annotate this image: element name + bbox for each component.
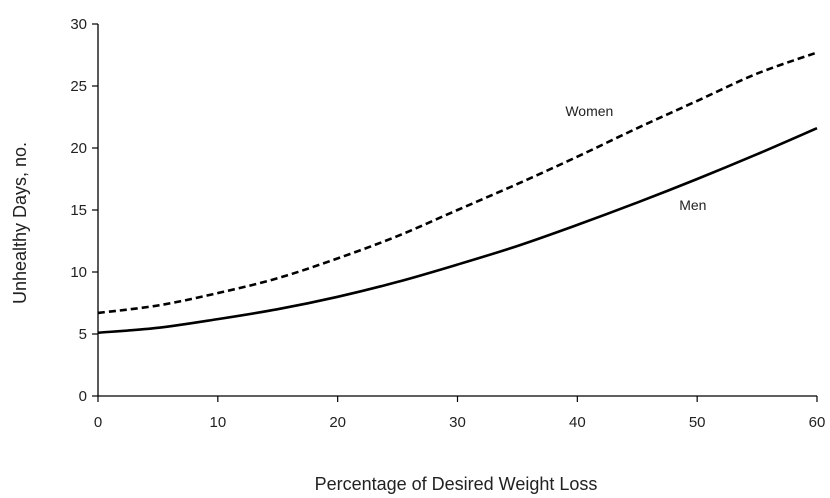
x-tick-label: 0 — [94, 414, 102, 431]
x-tick-label: 20 — [329, 414, 346, 431]
series-label-men: Men — [679, 197, 706, 213]
series-layer — [97, 51, 818, 335]
x-tick-label: 60 — [809, 414, 826, 431]
x-tick-label: 30 — [449, 414, 466, 431]
series-line-women — [97, 51, 818, 315]
y-tick-label: 10 — [70, 264, 87, 281]
series-labels: Women Men — [565, 103, 706, 213]
x-axis: 0 10 20 30 40 50 60 — [94, 395, 826, 431]
y-tick-label: 30 — [70, 16, 87, 33]
x-tick-label: 10 — [209, 414, 226, 431]
series-label-women: Women — [565, 103, 613, 119]
y-tick-label: 25 — [70, 78, 87, 95]
x-tick-label: 50 — [689, 414, 706, 431]
y-axis: 0 5 10 15 20 25 30 — [70, 16, 99, 405]
x-axis-title: Percentage of Desired Weight Loss — [315, 474, 598, 494]
y-axis-title: Unhealthy Days, no. — [10, 142, 30, 304]
y-tick-label: 0 — [79, 388, 87, 405]
x-tick-label: 40 — [569, 414, 586, 431]
y-tick-label: 20 — [70, 140, 87, 157]
y-tick-label: 5 — [79, 326, 87, 343]
series-line-men — [97, 126, 818, 335]
y-tick-label: 15 — [70, 202, 87, 219]
